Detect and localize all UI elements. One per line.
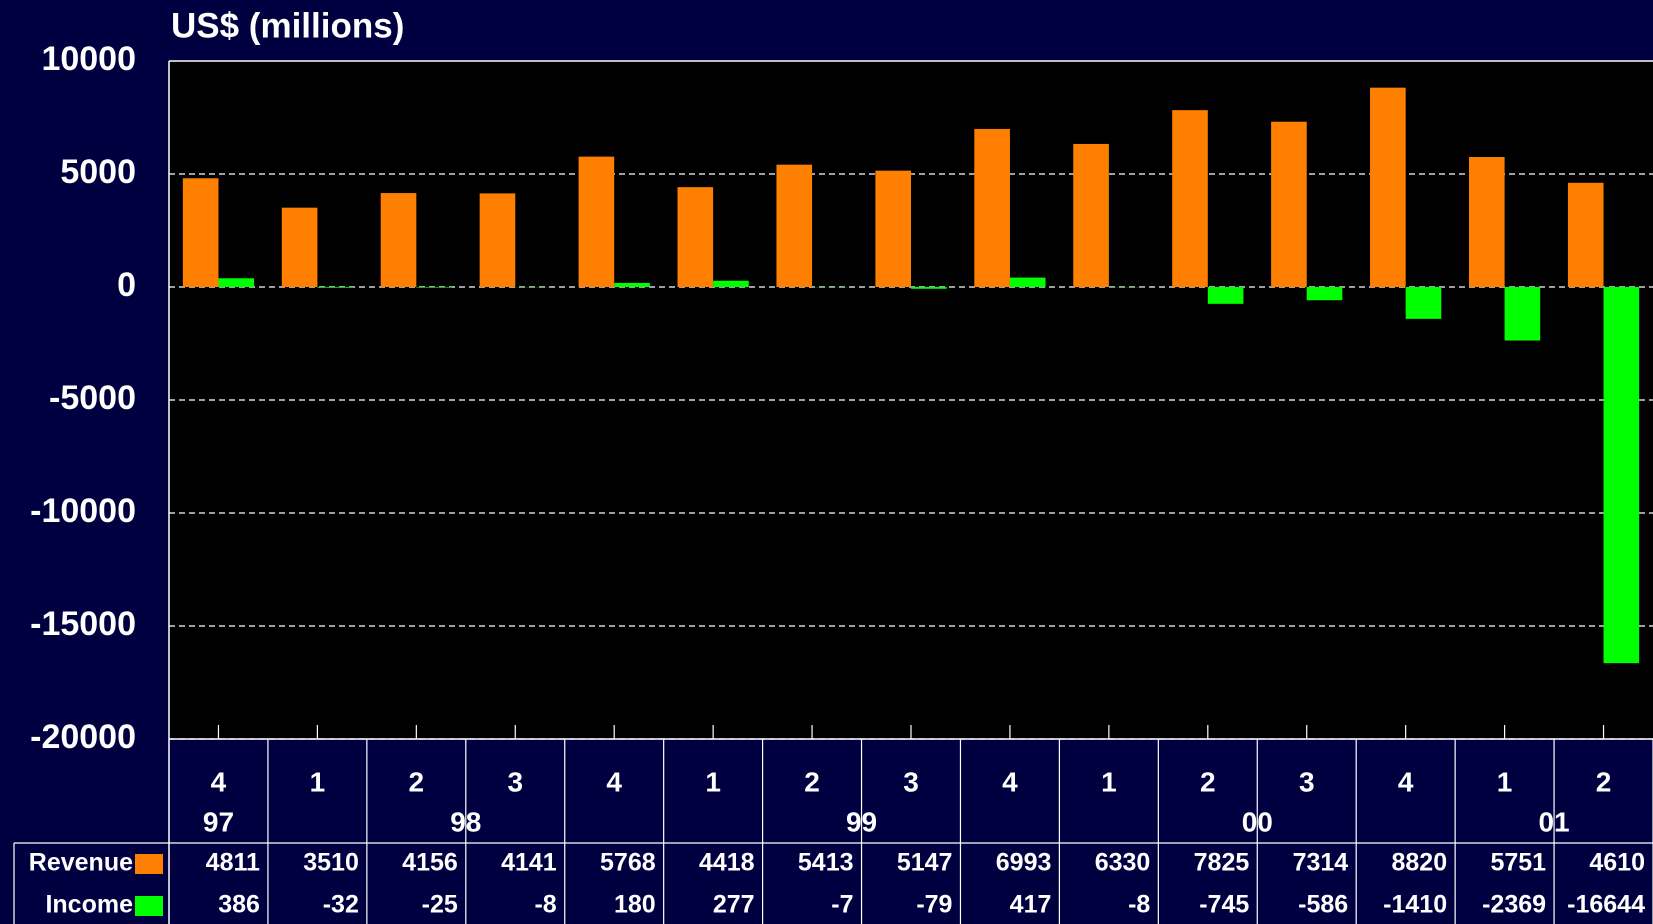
bar bbox=[1306, 287, 1343, 301]
table-value: 417 bbox=[1010, 891, 1052, 919]
x-tick-label: 3 bbox=[1299, 766, 1315, 797]
table-value: 4418 bbox=[699, 849, 755, 877]
x-group-label: 98 bbox=[450, 806, 481, 837]
table-value: -586 bbox=[1298, 891, 1348, 919]
bar bbox=[1405, 287, 1442, 319]
bar bbox=[1271, 121, 1307, 287]
x-tick-label: 1 bbox=[310, 766, 326, 797]
table-value: -32 bbox=[323, 891, 359, 919]
table-value: -8 bbox=[1128, 891, 1150, 919]
table-value: 4141 bbox=[501, 849, 557, 877]
bar bbox=[1370, 87, 1406, 287]
x-tick-label: 2 bbox=[1596, 766, 1612, 797]
bar bbox=[1567, 182, 1604, 287]
x-tick-label: 2 bbox=[409, 766, 425, 797]
table-value: -1410 bbox=[1383, 891, 1447, 919]
bar bbox=[317, 287, 354, 288]
bar bbox=[182, 178, 219, 287]
y-tick-label: -5000 bbox=[49, 379, 136, 417]
table-value: 7825 bbox=[1194, 849, 1250, 877]
y-tick-label: 5000 bbox=[60, 153, 136, 191]
bar bbox=[479, 193, 516, 287]
table-value: 5768 bbox=[600, 849, 656, 877]
bar bbox=[974, 128, 1010, 287]
bar bbox=[1009, 277, 1046, 287]
x-tick-label: 4 bbox=[211, 766, 227, 797]
chart-title: US$ (millions) bbox=[171, 6, 404, 45]
table-value: -8 bbox=[534, 891, 556, 919]
bar bbox=[1504, 287, 1541, 341]
x-tick-label: 4 bbox=[1002, 766, 1018, 797]
table-value: 5147 bbox=[897, 849, 953, 877]
table-value: 7314 bbox=[1293, 849, 1349, 877]
table-value: -16644 bbox=[1567, 891, 1645, 919]
bar bbox=[281, 207, 318, 287]
legend-label: Revenue bbox=[29, 849, 133, 877]
table-value: -745 bbox=[1199, 891, 1249, 919]
x-tick-label: 1 bbox=[1101, 766, 1117, 797]
table-value: 5413 bbox=[798, 849, 854, 877]
bar bbox=[218, 278, 255, 287]
table-value: 6330 bbox=[1095, 849, 1151, 877]
y-tick-label: -15000 bbox=[30, 605, 136, 643]
bar bbox=[713, 280, 749, 287]
table-value: -2369 bbox=[1482, 891, 1546, 919]
x-tick-label: 1 bbox=[1497, 766, 1513, 797]
bar bbox=[578, 156, 615, 287]
bar bbox=[1468, 157, 1505, 287]
table-value: 4156 bbox=[402, 849, 458, 877]
x-group-label: 99 bbox=[846, 806, 877, 837]
legend-swatch bbox=[135, 896, 163, 916]
table-value: -79 bbox=[916, 891, 952, 919]
table-value: 277 bbox=[713, 891, 755, 919]
bar bbox=[1207, 287, 1244, 304]
table-value: 8820 bbox=[1392, 849, 1448, 877]
table-value: 386 bbox=[218, 891, 260, 919]
table-value: -7 bbox=[831, 891, 853, 919]
table-value: 4610 bbox=[1589, 849, 1645, 877]
bar bbox=[1073, 143, 1109, 287]
legend-label: Income bbox=[45, 891, 133, 919]
x-group-label: 00 bbox=[1242, 806, 1273, 837]
bar bbox=[1172, 110, 1208, 287]
table-value: 6993 bbox=[996, 849, 1052, 877]
y-tick-label: 0 bbox=[117, 266, 136, 304]
x-group-label: 97 bbox=[203, 806, 234, 837]
x-tick-label: 4 bbox=[1398, 766, 1414, 797]
y-tick-label: 10000 bbox=[41, 40, 136, 78]
bar bbox=[416, 287, 452, 288]
bar bbox=[614, 282, 650, 287]
x-tick-label: 2 bbox=[1200, 766, 1216, 797]
bar bbox=[1603, 287, 1640, 664]
table-value: 180 bbox=[614, 891, 656, 919]
table-value: -25 bbox=[422, 891, 458, 919]
x-tick-label: 4 bbox=[606, 766, 622, 797]
table-value: 3510 bbox=[303, 849, 359, 877]
x-tick-label: 1 bbox=[705, 766, 721, 797]
bar bbox=[875, 170, 911, 287]
x-tick-label: 3 bbox=[903, 766, 919, 797]
table-value: 5751 bbox=[1490, 849, 1546, 877]
table-value: 4811 bbox=[206, 849, 260, 877]
bar bbox=[911, 287, 947, 289]
y-tick-label: -10000 bbox=[30, 492, 136, 530]
x-group-label: 01 bbox=[1538, 806, 1569, 837]
bar bbox=[776, 164, 813, 287]
legend-swatch bbox=[135, 854, 163, 874]
bar bbox=[380, 193, 417, 287]
x-tick-label: 3 bbox=[507, 766, 523, 797]
x-tick-label: 2 bbox=[804, 766, 820, 797]
y-tick-label: -20000 bbox=[30, 718, 136, 756]
bar bbox=[677, 187, 714, 287]
